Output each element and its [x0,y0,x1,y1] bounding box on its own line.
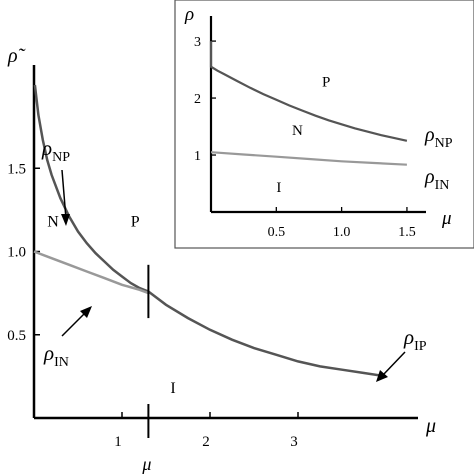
main-x-tick-label: 1 [114,434,122,450]
region-label: P [131,214,140,231]
series-arrow-np [61,169,67,220]
inset-series-line-np [209,41,408,142]
series-arrowhead-np [61,214,70,226]
series-arrowhead-in [80,306,92,318]
inset-y-tick-label: 2 [194,92,201,107]
inset-region-label: I [276,180,281,196]
series-label-ip: ρIP [403,325,427,354]
series-arrow-in [61,312,86,337]
inset-region-label: N [292,123,303,139]
inset-series-label-in: ρIN [424,166,449,193]
inset-y-axis-label: ρ [184,4,194,25]
series-line-ip [147,290,387,378]
main-x-tick-label: 3 [290,434,298,450]
series-arrow-ip [382,351,406,376]
series-line-np [33,84,149,293]
inset-plot: 0.5 1.0 1.5 1 2 3ρ μ P N I [184,4,452,240]
inset-x-axis-label: μ [441,208,452,229]
series-label-in: ρIN [43,341,69,370]
main-x-axis-label: μ [425,415,436,437]
region-label: I [170,380,175,397]
main-y-tick-label: 0.5 [7,328,26,344]
inset-frame [174,0,474,249]
series-line-in [33,250,149,295]
inset-x-tick-label: 1.0 [333,225,351,240]
main-x-tick-label: 2 [202,434,210,450]
series-label-np: ρNP [41,136,70,165]
region-label: N [47,214,59,231]
inset-x-tick-label: 0.5 [268,225,286,240]
series-arrowhead-ip [376,370,388,382]
transition-marker-label: μ [141,454,151,474]
inset-series-label-np: ρNP [424,124,453,151]
inset-x-tick-label: 1.5 [398,225,416,240]
main-y-tick-label: 1.0 [7,245,26,261]
main-y-tick-label: 1.5 [7,161,26,177]
inset-region-label: P [322,75,330,91]
main-y-axis-label: ρ̃ [7,45,26,67]
inset-series-line-in [210,151,407,166]
inset-y-tick-label: 3 [194,35,201,50]
main-plot: 1 2 3 0.5 1.0 1.5 ρ̃ μ μ N P I [7,45,436,474]
inset-y-tick-label: 1 [194,149,201,164]
